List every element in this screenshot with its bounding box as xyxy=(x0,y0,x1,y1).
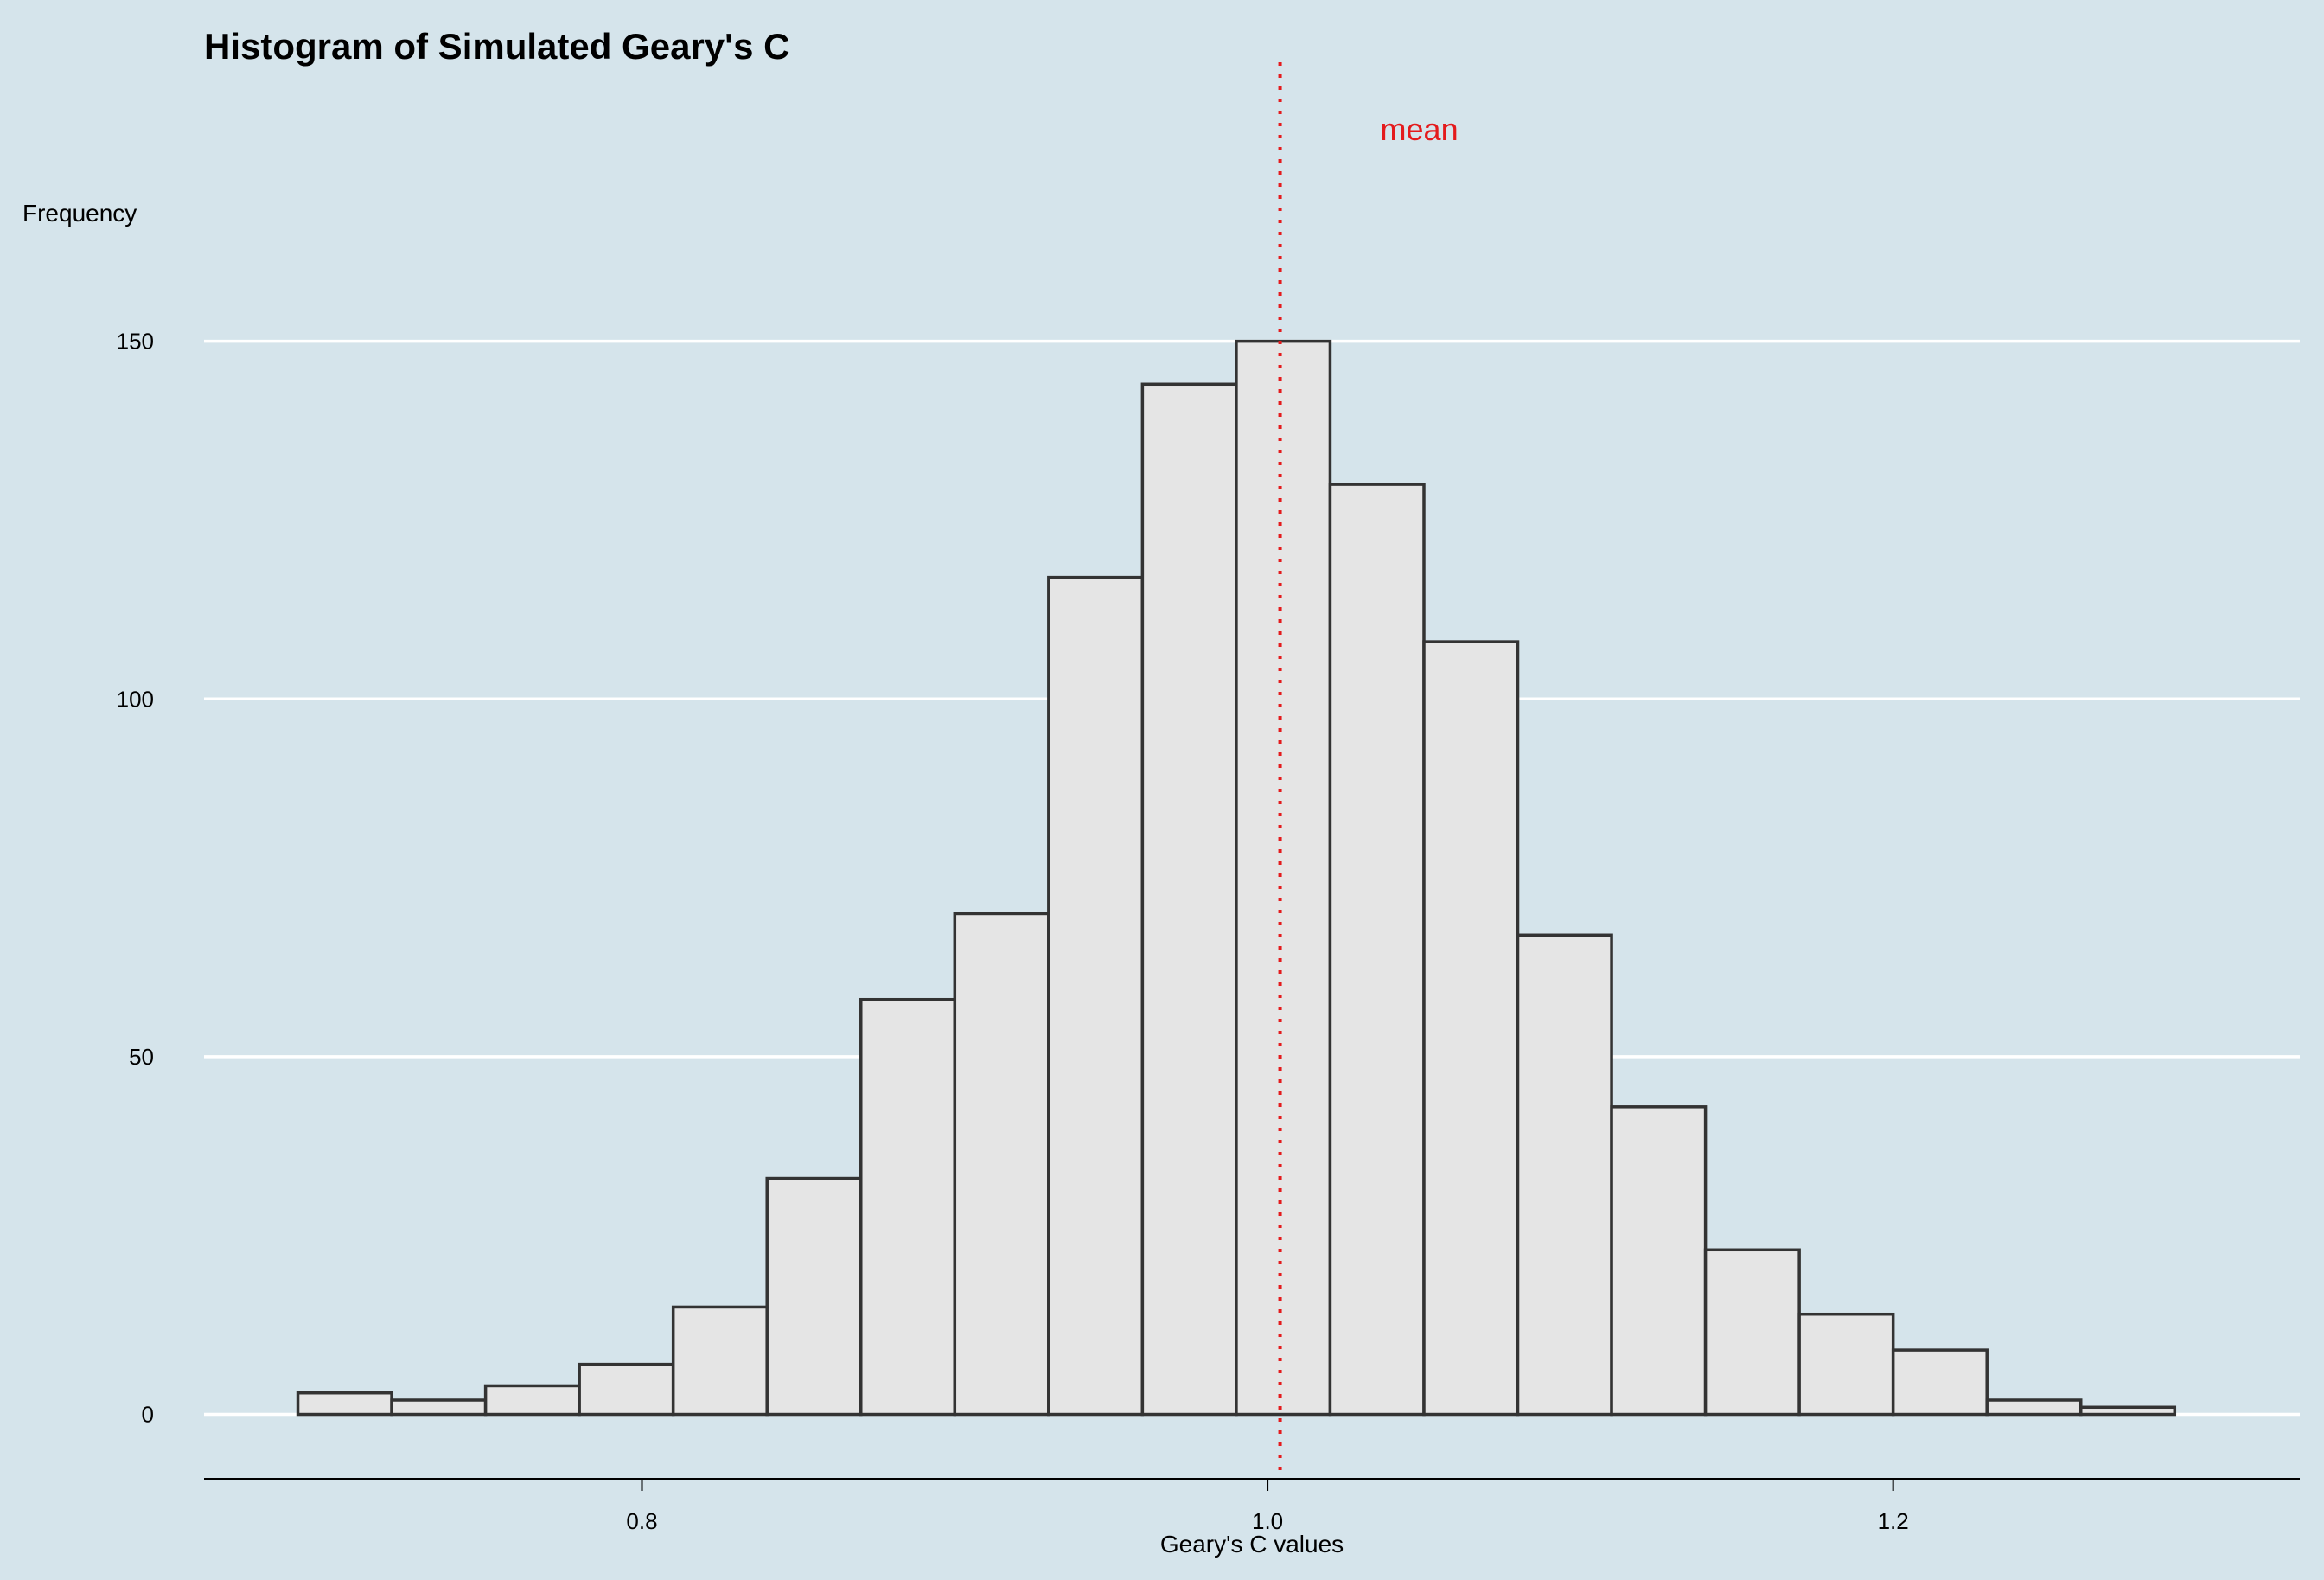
mean-line-group: mean xyxy=(1278,62,1459,1479)
chart-title: Histogram of Simulated Geary's C xyxy=(204,26,790,67)
histogram-bar-3 xyxy=(578,1362,675,1417)
histogram-bar-7 xyxy=(953,912,1050,1417)
histogram-bar-9 xyxy=(1140,382,1238,1417)
x-axis: 0.8 1.0 1.2 xyxy=(204,1478,2300,1534)
histogram-bar-17 xyxy=(1891,1348,1989,1417)
x-tick-label-1.0: 1.0 xyxy=(1252,1508,1283,1534)
histogram-bar-8 xyxy=(1047,575,1145,1417)
y-tick-label-100: 100 xyxy=(117,686,154,712)
histogram-bar-19 xyxy=(2078,1405,2177,1417)
histogram-bar-5 xyxy=(765,1176,863,1417)
y-tick-label-0: 0 xyxy=(142,1402,154,1428)
histogram-bar-13 xyxy=(1516,933,1613,1417)
histogram-bar-16 xyxy=(1797,1312,1895,1417)
y-axis-label: Frequency xyxy=(22,200,137,227)
histogram-bar-1 xyxy=(390,1398,488,1417)
histogram-bar-2 xyxy=(483,1384,581,1417)
histogram-bars xyxy=(296,339,2177,1417)
histogram-bar-15 xyxy=(1703,1248,1801,1417)
y-tick-label-150: 150 xyxy=(117,329,154,355)
histogram-bar-6 xyxy=(859,997,957,1417)
histogram-bar-11 xyxy=(1328,483,1426,1417)
y-tick-label-50: 50 xyxy=(129,1044,154,1070)
y-axis-ticks: 0 50 100 150 xyxy=(117,329,154,1428)
x-axis-label: Geary's C values xyxy=(1160,1531,1344,1558)
histogram-bar-4 xyxy=(671,1305,769,1417)
histogram-bar-18 xyxy=(1985,1398,2083,1417)
histogram-bar-12 xyxy=(1422,640,1520,1417)
histogram-bar-0 xyxy=(296,1391,393,1417)
histogram-bar-10 xyxy=(1235,339,1332,1417)
mean-annotation: mean xyxy=(1381,112,1459,147)
x-tick-label-0.8: 0.8 xyxy=(626,1508,657,1534)
histogram-bar-14 xyxy=(1610,1105,1708,1417)
x-tick-label-1.2: 1.2 xyxy=(1878,1508,1909,1534)
